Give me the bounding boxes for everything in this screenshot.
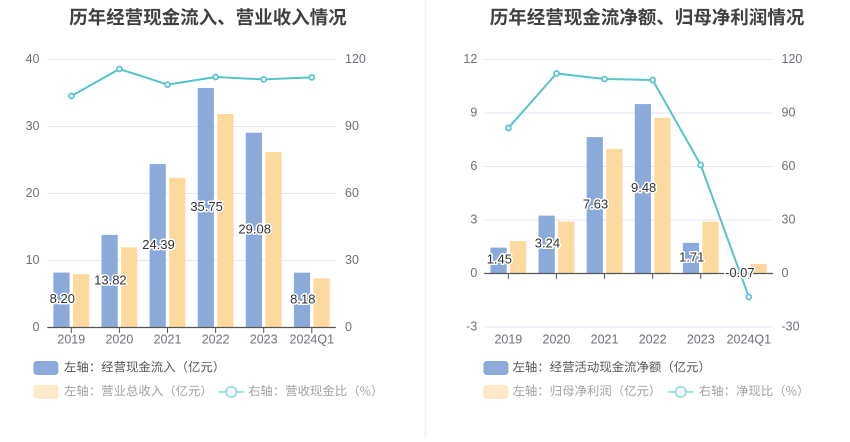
svg-text:30: 30 xyxy=(345,253,359,267)
svg-text:0: 0 xyxy=(782,266,789,280)
svg-text:3.24: 3.24 xyxy=(535,236,560,251)
svg-text:1.71: 1.71 xyxy=(679,249,704,264)
svg-text:2023: 2023 xyxy=(687,333,715,347)
svg-text:2021: 2021 xyxy=(591,333,619,347)
svg-text:2020: 2020 xyxy=(105,333,133,347)
svg-text:2022: 2022 xyxy=(202,333,230,347)
svg-text:40: 40 xyxy=(26,52,40,66)
svg-text:2020: 2020 xyxy=(543,333,571,347)
svg-text:3: 3 xyxy=(470,212,477,226)
svg-text:24.39: 24.39 xyxy=(142,237,175,252)
svg-text:0: 0 xyxy=(345,320,352,334)
svg-text:20: 20 xyxy=(26,186,40,200)
svg-text:120: 120 xyxy=(345,52,366,66)
svg-text:8.18: 8.18 xyxy=(290,291,315,306)
svg-text:12: 12 xyxy=(463,52,477,66)
svg-text:2019: 2019 xyxy=(57,333,85,347)
svg-text:13.82: 13.82 xyxy=(94,272,127,287)
svg-text:9: 9 xyxy=(470,105,477,119)
svg-text:30: 30 xyxy=(26,119,40,133)
svg-text:60: 60 xyxy=(345,186,359,200)
svg-text:2021: 2021 xyxy=(154,333,182,347)
svg-text:30: 30 xyxy=(782,212,796,226)
svg-text:90: 90 xyxy=(345,119,359,133)
svg-text:0: 0 xyxy=(33,320,40,334)
svg-text:-0.07: -0.07 xyxy=(725,265,755,280)
svg-text:6: 6 xyxy=(470,159,477,173)
svg-text:-3: -3 xyxy=(466,319,477,333)
svg-text:2024Q1: 2024Q1 xyxy=(290,333,335,347)
svg-text:2019: 2019 xyxy=(494,333,522,347)
svg-text:60: 60 xyxy=(782,159,796,173)
svg-text:35.75: 35.75 xyxy=(190,199,223,214)
svg-text:90: 90 xyxy=(782,105,796,119)
svg-text:10: 10 xyxy=(26,253,40,267)
svg-text:29.08: 29.08 xyxy=(238,221,271,236)
svg-text:1.45: 1.45 xyxy=(487,252,512,267)
svg-text:120: 120 xyxy=(782,52,803,66)
svg-text:9.48: 9.48 xyxy=(631,180,656,195)
svg-text:-30: -30 xyxy=(782,319,800,333)
svg-text:8.20: 8.20 xyxy=(50,291,75,306)
svg-text:0: 0 xyxy=(470,266,477,280)
svg-text:7.63: 7.63 xyxy=(583,196,608,211)
svg-text:2022: 2022 xyxy=(639,333,667,347)
svg-text:2024Q1: 2024Q1 xyxy=(727,333,772,347)
svg-text:2023: 2023 xyxy=(250,333,278,347)
